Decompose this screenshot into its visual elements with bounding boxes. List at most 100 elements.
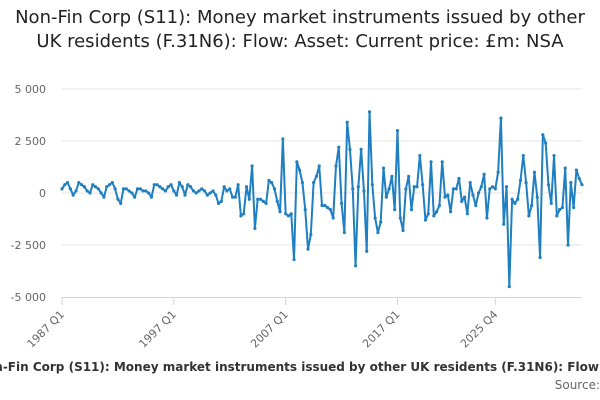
data-point[interactable] — [440, 160, 444, 164]
data-point[interactable] — [253, 226, 257, 230]
data-point[interactable] — [284, 212, 288, 216]
data-point[interactable] — [552, 153, 556, 158]
data-point[interactable] — [177, 181, 182, 185]
data-point[interactable] — [549, 201, 553, 205]
data-point[interactable] — [144, 189, 148, 193]
data-point[interactable] — [163, 189, 168, 193]
data-point[interactable] — [384, 195, 388, 199]
data-point[interactable] — [518, 178, 523, 183]
data-point[interactable] — [303, 208, 307, 212]
data-point[interactable] — [563, 166, 567, 170]
data-point[interactable] — [107, 183, 112, 187]
data-point[interactable] — [449, 210, 453, 214]
data-point[interactable] — [272, 187, 277, 191]
data-point[interactable] — [342, 230, 346, 235]
data-point[interactable] — [292, 257, 296, 262]
data-point[interactable] — [555, 214, 559, 218]
data-point[interactable] — [258, 197, 263, 201]
data-point[interactable] — [161, 187, 165, 191]
data-point[interactable] — [538, 255, 542, 260]
data-point[interactable] — [334, 164, 338, 168]
data-point[interactable] — [102, 195, 106, 199]
data-point[interactable] — [544, 141, 548, 145]
data-point[interactable] — [376, 230, 380, 235]
data-point[interactable] — [390, 174, 394, 178]
data-point[interactable] — [147, 191, 151, 195]
data-point[interactable] — [331, 216, 335, 220]
data-point[interactable] — [504, 185, 509, 189]
data-point[interactable] — [228, 187, 232, 191]
data-point[interactable] — [169, 183, 173, 187]
data-point[interactable] — [113, 187, 117, 191]
data-point[interactable] — [239, 214, 243, 218]
data-point[interactable] — [186, 183, 190, 187]
data-point[interactable] — [256, 197, 260, 201]
data-point[interactable] — [230, 195, 235, 199]
data-point[interactable] — [88, 191, 92, 195]
data-point[interactable] — [560, 205, 565, 210]
data-point[interactable] — [521, 153, 525, 158]
data-point[interactable] — [166, 185, 170, 189]
data-point[interactable] — [286, 214, 291, 218]
data-point[interactable] — [415, 185, 419, 189]
data-point[interactable] — [482, 172, 486, 176]
data-point[interactable] — [149, 195, 154, 199]
data-point[interactable] — [566, 243, 570, 247]
data-point[interactable] — [158, 185, 162, 189]
data-point[interactable] — [281, 137, 285, 141]
data-point[interactable] — [312, 181, 316, 185]
data-point[interactable] — [300, 181, 305, 185]
data-point[interactable] — [225, 189, 229, 193]
data-point[interactable] — [320, 203, 324, 208]
data-point[interactable] — [507, 285, 511, 289]
data-point[interactable] — [317, 164, 321, 168]
data-point[interactable] — [135, 187, 140, 191]
data-point[interactable] — [429, 160, 433, 164]
data-point[interactable] — [476, 191, 481, 195]
data-point[interactable] — [194, 191, 198, 195]
data-point[interactable] — [79, 183, 84, 187]
data-point[interactable] — [289, 212, 293, 216]
data-point[interactable] — [216, 201, 221, 205]
data-point[interactable] — [328, 208, 332, 212]
data-point[interactable] — [306, 247, 310, 251]
data-point[interactable] — [214, 193, 218, 197]
data-point[interactable] — [348, 147, 352, 151]
data-point[interactable] — [175, 193, 179, 197]
data-point[interactable] — [367, 110, 372, 114]
data-point[interactable] — [496, 170, 500, 174]
data-point[interactable] — [264, 201, 268, 205]
data-point[interactable] — [443, 195, 447, 199]
data-point[interactable] — [574, 168, 579, 172]
data-point[interactable] — [337, 145, 341, 149]
data-point[interactable] — [96, 187, 100, 191]
data-point[interactable] — [558, 208, 562, 212]
data-point[interactable] — [74, 189, 78, 193]
data-point[interactable] — [485, 216, 489, 220]
data-point[interactable] — [116, 197, 120, 201]
data-point[interactable] — [516, 197, 520, 201]
data-point[interactable] — [71, 193, 75, 197]
data-point[interactable] — [502, 222, 506, 226]
data-point[interactable] — [236, 183, 240, 187]
data-point[interactable] — [65, 181, 70, 185]
data-point[interactable] — [222, 185, 226, 189]
data-point[interactable] — [460, 199, 464, 203]
data-point[interactable] — [370, 183, 374, 187]
data-point[interactable] — [233, 195, 237, 199]
data-point[interactable] — [524, 181, 528, 185]
data-point[interactable] — [180, 185, 184, 189]
data-point[interactable] — [314, 174, 319, 178]
data-point[interactable] — [298, 168, 302, 172]
data-point[interactable] — [267, 178, 271, 183]
data-point[interactable] — [63, 183, 67, 187]
data-point[interactable] — [451, 187, 455, 191]
data-point[interactable] — [60, 187, 64, 191]
data-point[interactable] — [353, 264, 358, 268]
data-point[interactable] — [133, 195, 137, 199]
data-point[interactable] — [404, 187, 408, 191]
data-point[interactable] — [488, 187, 492, 191]
data-point[interactable] — [191, 189, 195, 193]
data-point[interactable] — [205, 193, 209, 197]
data-point[interactable] — [270, 181, 274, 185]
